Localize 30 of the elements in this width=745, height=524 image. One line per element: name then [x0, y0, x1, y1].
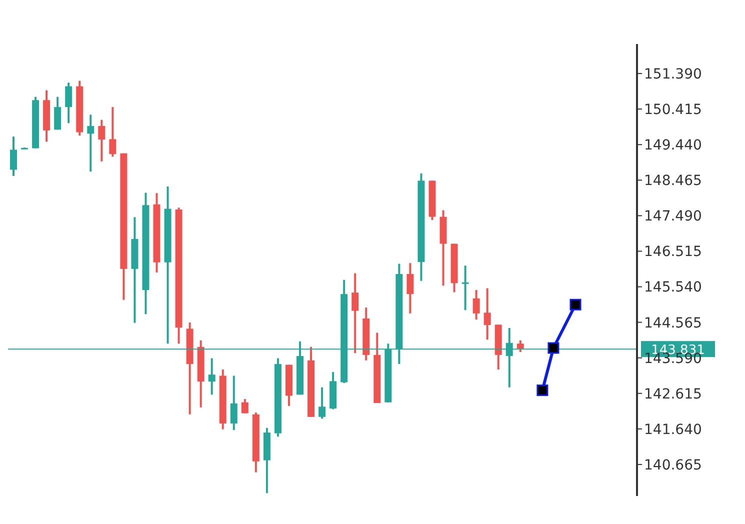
y-tick-label: 146.515	[644, 244, 702, 260]
candlestick	[241, 398, 248, 414]
y-tick-label: 144.565	[644, 315, 702, 332]
candlestick	[462, 264, 469, 312]
y-tick-label: 148.465	[644, 173, 702, 190]
candlestick	[98, 118, 106, 162]
candlestick	[10, 136, 17, 177]
candlestick	[54, 96, 62, 131]
point	[570, 298, 582, 310]
candlestick	[516, 339, 524, 354]
candlestick	[230, 374, 238, 432]
y-tick-label: 141.640	[644, 422, 702, 438]
candlestick	[472, 289, 480, 321]
y-tick-label: 147.490	[644, 208, 702, 225]
candlestick	[87, 114, 94, 173]
candlestick	[406, 262, 414, 314]
candlestick	[318, 386, 326, 420]
candlestick	[109, 106, 116, 158]
candlestick	[208, 357, 216, 396]
y-tick-label: 151.390	[644, 66, 702, 82]
candlestick	[352, 272, 359, 354]
candlestick	[65, 82, 72, 124]
point	[536, 384, 548, 396]
point	[548, 342, 560, 354]
y-tick-label: 140.665	[644, 457, 702, 474]
y-tick-label: 145.540	[644, 280, 702, 296]
y-tick-label: 142.615	[644, 386, 702, 402]
y-tick-label: 149.440	[644, 138, 702, 154]
y-tick-label: 150.415	[644, 102, 702, 118]
candlestick	[484, 287, 491, 341]
